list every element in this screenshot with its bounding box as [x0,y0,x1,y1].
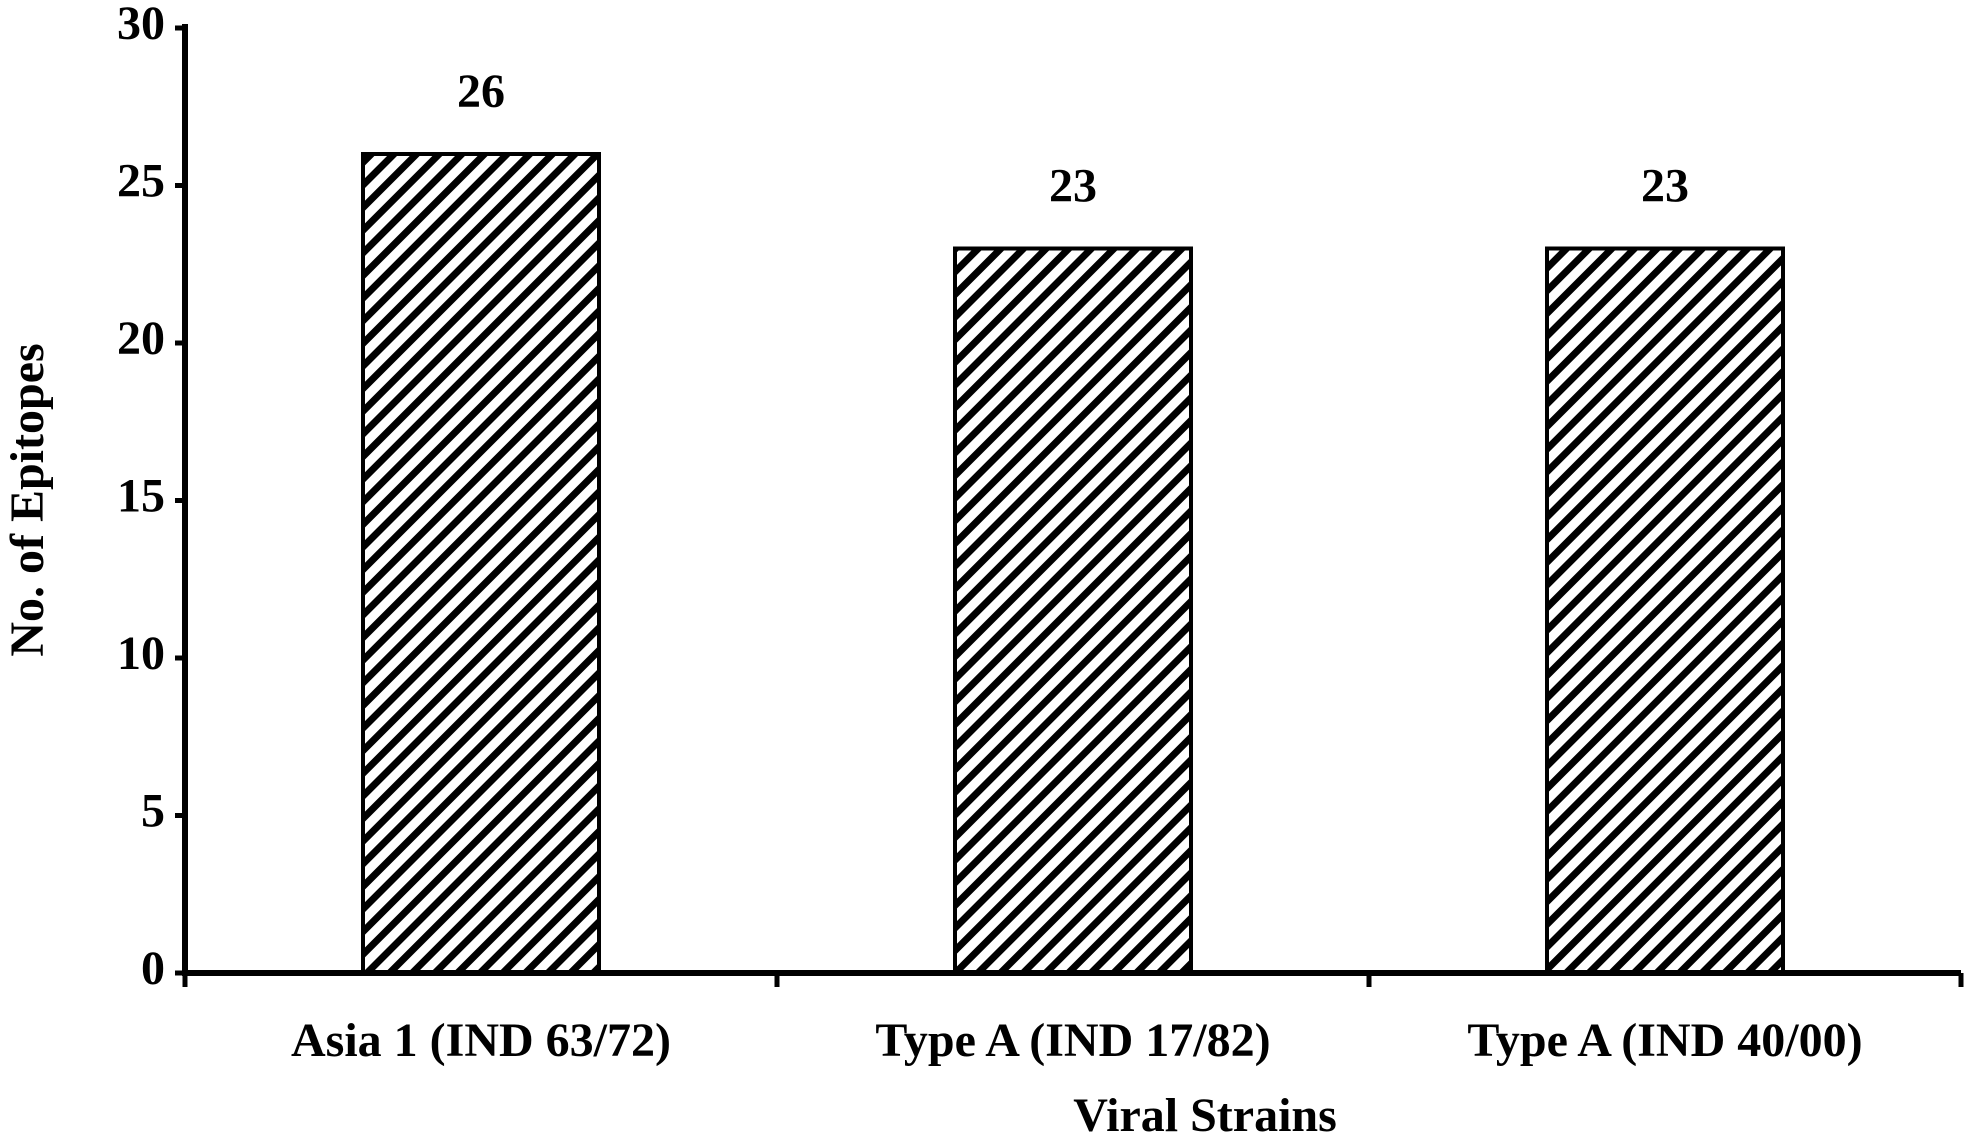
y-tick-label: 25 [117,155,165,208]
y-tick-label: 10 [117,627,165,680]
x-axis-title: Viral Strains [1073,1089,1337,1142]
value-label: 23 [1049,160,1097,213]
y-axis-title: No. of Epitopes [1,343,54,656]
bar [361,152,601,975]
bar [953,246,1193,975]
value-label: 23 [1641,160,1689,213]
y-tick-label: 15 [117,470,165,523]
x-tick-label: Type A (IND 17/82) [875,1014,1270,1067]
bar [1545,246,1785,975]
y-tick-label: 30 [117,0,165,50]
y-tick-label: 5 [141,785,165,838]
value-label: 26 [457,65,505,118]
x-tick-label: Asia 1 (IND 63/72) [291,1014,671,1067]
y-tick-label: 20 [117,312,165,365]
x-tick-label: Type A (IND 40/00) [1467,1014,1862,1067]
y-tick-label: 0 [141,942,165,995]
